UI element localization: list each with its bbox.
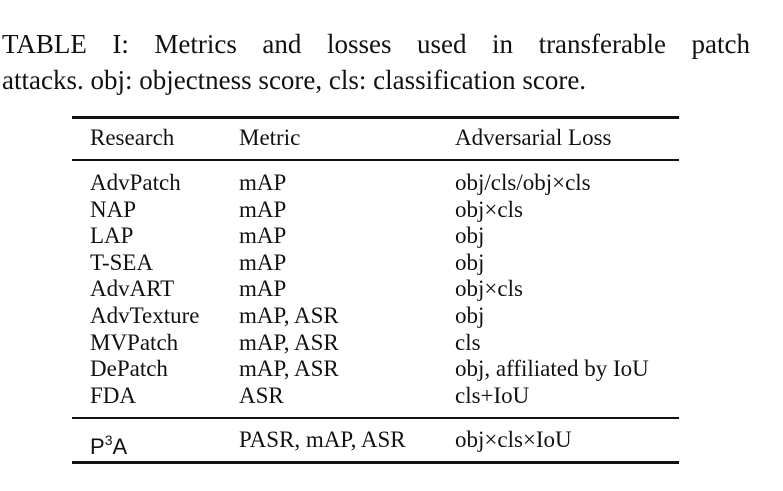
header-research: Research	[90, 125, 175, 150]
row-metric: mAP, ASR	[239, 330, 339, 355]
row-loss: cls	[455, 330, 481, 355]
row-metric: mAP, ASR	[239, 356, 339, 381]
row-loss: obj	[455, 303, 485, 328]
row-research: NAP	[90, 197, 137, 222]
mid-rule	[72, 417, 679, 419]
row-loss: obj	[455, 223, 485, 248]
row-research: T-SEA	[90, 250, 154, 275]
caption-line-2: attacks. obj: objectness score, cls: cla…	[2, 65, 587, 95]
header-metric: Metric	[239, 125, 301, 150]
row-research: AdvTexture	[90, 303, 200, 328]
header-rule	[72, 159, 679, 161]
row-research: LAP	[90, 223, 134, 248]
caption-line-1: TABLE I: Metrics and losses used in tran…	[2, 29, 750, 59]
row-loss: obj×cls	[455, 197, 523, 222]
row-loss: obj/cls/obj×cls	[455, 170, 591, 195]
row-research: MVPatch	[90, 330, 179, 355]
row-loss: obj×cls	[455, 276, 523, 301]
row-research: FDA	[90, 383, 137, 408]
row-metric: ASR	[239, 383, 284, 408]
bottom-rule	[72, 461, 679, 464]
row-loss: obj, affiliated by IoU	[455, 356, 649, 381]
row-metric: mAP	[239, 250, 287, 275]
row-metric: mAP, ASR	[239, 303, 339, 328]
row-metric: mAP	[239, 170, 287, 195]
header-adversarial-loss: Adversarial Loss	[455, 125, 612, 150]
row-loss: obj	[455, 250, 485, 275]
row-metric: mAP	[239, 223, 287, 248]
row-research: AdvART	[90, 276, 175, 301]
row-research: AdvPatch	[90, 170, 181, 195]
table-caption: TABLE I: Metrics and losses used in tran…	[2, 26, 750, 98]
final-row-research: P3A	[90, 432, 128, 459]
final-row-loss: obj×cls×IoU	[455, 427, 572, 452]
row-loss: cls+IoU	[455, 383, 530, 408]
row-metric: mAP	[239, 197, 287, 222]
final-row-metric: PASR, mAP, ASR	[239, 427, 406, 452]
row-research: DePatch	[90, 356, 168, 381]
row-metric: mAP	[239, 276, 287, 301]
top-rule	[72, 116, 679, 119]
